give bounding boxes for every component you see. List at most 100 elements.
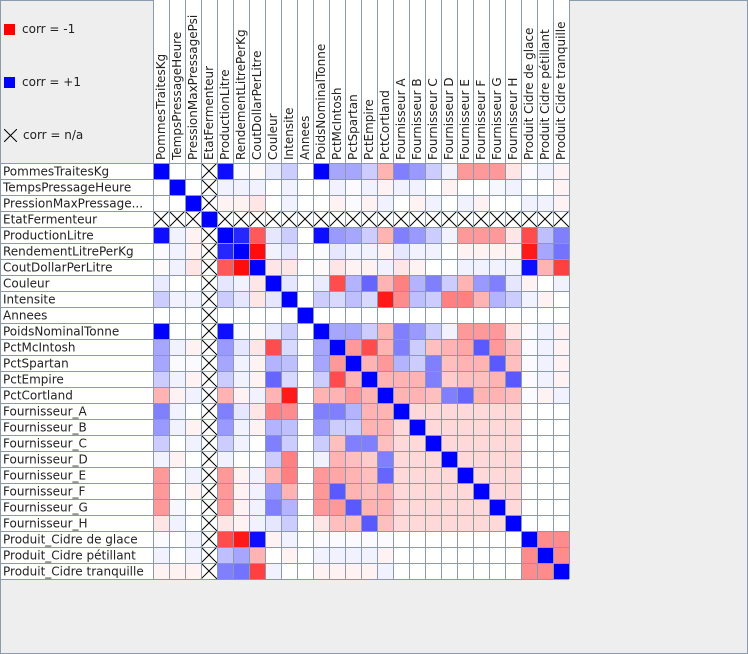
heatmap-cell xyxy=(425,547,441,563)
na-cross-mark xyxy=(200,226,218,244)
heatmap-cell xyxy=(233,163,249,179)
heatmap-cell xyxy=(217,163,233,179)
heatmap-cell xyxy=(233,339,249,355)
heatmap-cell xyxy=(457,259,473,275)
legend-na: corr = n/a xyxy=(4,128,83,142)
heatmap-cell xyxy=(473,435,489,451)
heatmap-cell xyxy=(169,243,185,259)
heatmap-cell xyxy=(425,163,441,179)
heatmap-cell xyxy=(425,563,441,579)
heatmap-cell xyxy=(505,355,521,371)
heatmap-cell xyxy=(553,515,569,531)
heatmap-cell xyxy=(553,323,569,339)
heatmap-cell xyxy=(473,323,489,339)
heatmap-cell xyxy=(505,307,521,323)
heatmap-cell xyxy=(297,467,313,483)
heatmap-cell xyxy=(249,323,265,339)
heatmap-cell xyxy=(553,531,569,547)
heatmap-cell xyxy=(153,467,169,483)
row-label: Produit_Cidre de glace xyxy=(3,533,138,547)
heatmap-cell xyxy=(393,163,409,179)
heatmap-cell xyxy=(521,547,537,563)
heatmap-cell xyxy=(233,451,249,467)
column-label: PctSpartan xyxy=(346,94,360,160)
heatmap-cell xyxy=(281,403,297,419)
heatmap-cell xyxy=(249,195,265,211)
heatmap-cell xyxy=(185,371,201,387)
heatmap-cell xyxy=(313,339,329,355)
heatmap-cell xyxy=(169,195,185,211)
heatmap-cell xyxy=(345,243,361,259)
heatmap-cell xyxy=(553,259,569,275)
heatmap-cell xyxy=(297,403,313,419)
heatmap-cell xyxy=(217,547,233,563)
heatmap-cell xyxy=(409,163,425,179)
heatmap-cell xyxy=(505,227,521,243)
heatmap-cell xyxy=(553,163,569,179)
heatmap-cell xyxy=(185,355,201,371)
legend: corr = -1 corr = +1 corr = n/a xyxy=(0,0,152,163)
heatmap-cell xyxy=(217,259,233,275)
heatmap-cell xyxy=(169,323,185,339)
heatmap-cell xyxy=(185,467,201,483)
heatmap-cell xyxy=(409,355,425,371)
heatmap-cell xyxy=(169,291,185,307)
heatmap-cell xyxy=(185,515,201,531)
heatmap-cell xyxy=(361,403,377,419)
heatmap-cell xyxy=(297,259,313,275)
heatmap-cell xyxy=(441,355,457,371)
heatmap-cell xyxy=(217,467,233,483)
heatmap-cell xyxy=(265,195,281,211)
heatmap-cell xyxy=(217,515,233,531)
heatmap-cell xyxy=(297,307,313,323)
heatmap-cell xyxy=(265,499,281,515)
heatmap-cell xyxy=(505,243,521,259)
row-label: Fournisseur_D xyxy=(3,453,88,467)
row-label: Couleur xyxy=(3,277,50,291)
heatmap-cell xyxy=(297,531,313,547)
heatmap-cell xyxy=(329,195,345,211)
heatmap-cell xyxy=(489,195,505,211)
heatmap-cell xyxy=(233,483,249,499)
heatmap-cell xyxy=(537,323,553,339)
column-label: Produit Cidre pétillant xyxy=(538,29,552,160)
heatmap-cell xyxy=(249,243,265,259)
heatmap-cell xyxy=(537,531,553,547)
heatmap-cell xyxy=(329,227,345,243)
heatmap-cell xyxy=(489,355,505,371)
heatmap-cell xyxy=(281,531,297,547)
na-cross-mark xyxy=(200,162,218,180)
heatmap-cell xyxy=(345,259,361,275)
heatmap-cell xyxy=(249,339,265,355)
na-cross-mark xyxy=(200,338,218,356)
column-label: Fournisseur G xyxy=(490,77,504,160)
heatmap-cell xyxy=(537,451,553,467)
heatmap-cell xyxy=(489,563,505,579)
heatmap-cell xyxy=(425,467,441,483)
heatmap-cell xyxy=(153,547,169,563)
heatmap-cell xyxy=(169,371,185,387)
heatmap-cell xyxy=(521,435,537,451)
heatmap-cell xyxy=(249,355,265,371)
heatmap-cell xyxy=(505,467,521,483)
heatmap-cell xyxy=(393,243,409,259)
heatmap-cell xyxy=(393,419,409,435)
heatmap-cell xyxy=(553,435,569,451)
heatmap-cell xyxy=(281,371,297,387)
na-cross-mark xyxy=(168,210,186,228)
heatmap-cell xyxy=(553,339,569,355)
heatmap-cell xyxy=(217,291,233,307)
heatmap-cell xyxy=(185,531,201,547)
heatmap-cell xyxy=(265,291,281,307)
na-cross-mark xyxy=(456,210,474,228)
heatmap-cell xyxy=(473,531,489,547)
heatmap-cell xyxy=(345,371,361,387)
heatmap-cell xyxy=(393,179,409,195)
heatmap-cell xyxy=(281,275,297,291)
heatmap-cell xyxy=(393,195,409,211)
heatmap-cell xyxy=(313,387,329,403)
na-cross-mark xyxy=(472,210,490,228)
na-cross-mark xyxy=(440,210,458,228)
na-cross-mark xyxy=(376,210,394,228)
heatmap-cell xyxy=(377,227,393,243)
